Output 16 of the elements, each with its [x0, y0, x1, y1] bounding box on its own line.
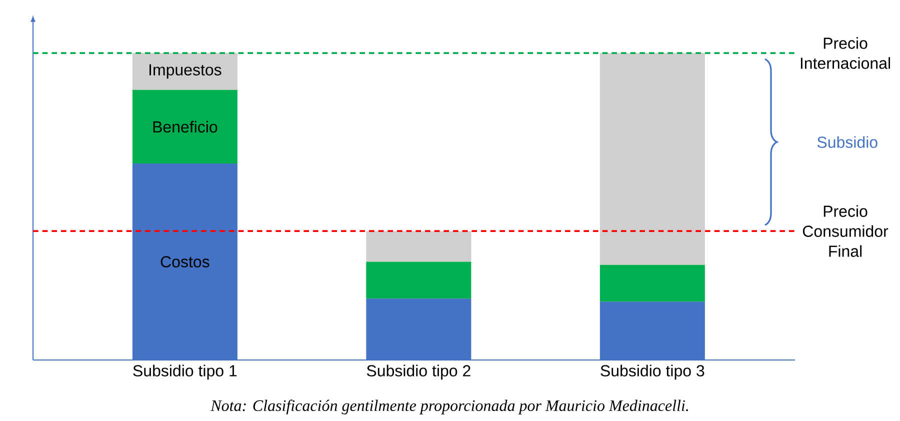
- series-label: Beneficio: [153, 120, 218, 133]
- bar: [366, 231, 472, 262]
- x-tick-label: Subsidio tipo 3: [600, 364, 704, 380]
- text: Subsidio: [817, 136, 878, 148]
- ref-line-label: Precio Internacional: [800, 37, 890, 69]
- series-label: Costos: [160, 256, 210, 268]
- text: Nota: Clasificación gentilmente proporcionada por Mauricio Medinacelli.: [210, 400, 688, 414]
- bar: [600, 53, 705, 265]
- series-label: Impuestos: [150, 64, 222, 79]
- ref-line-label: Precio Consumidor Final: [802, 205, 888, 257]
- bar: [366, 262, 472, 299]
- bar: [132, 90, 238, 164]
- bar: [600, 264, 705, 302]
- x-tick-label: Subsidio tipo 2: [366, 364, 470, 380]
- bar: [132, 53, 238, 90]
- x-tick-label: Subsidio tipo 1: [133, 364, 237, 380]
